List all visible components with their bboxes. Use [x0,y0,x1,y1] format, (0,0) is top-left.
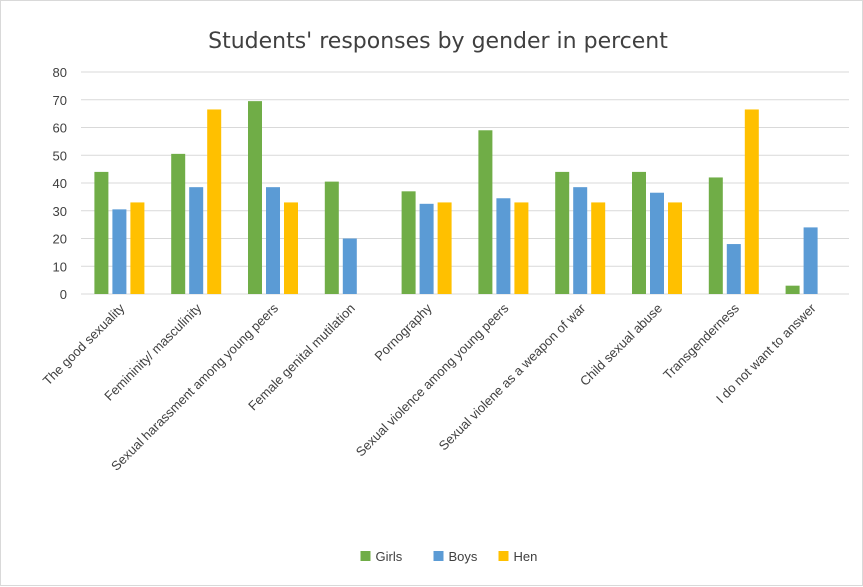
y-axis-ticks: 0 10 20 30 40 50 60 70 80 [53,65,67,302]
legend-label-boys: Boys [449,549,478,564]
bar-hen [668,202,682,294]
x-category-label: Sexual violence among young peers [353,300,512,459]
bar-hen [284,202,298,294]
x-category-label: Transgenderness [660,300,742,382]
bar-boys [650,192,664,294]
bar-boys [496,198,511,294]
legend-swatch-hen [498,551,509,561]
x-category-label: Child sexual abuse [577,301,665,389]
bars [94,101,818,295]
bar-boys [266,187,280,294]
legend-label-girls: Girls [376,549,403,564]
bar-girls [555,171,570,294]
y-tick-label: 0 [60,287,67,302]
legend: Girls Boys Hen [360,549,538,564]
bar-girls [708,177,723,294]
y-tick-label: 80 [53,65,67,80]
bar-girls [401,191,416,294]
chart-title: Students' responses by gender in percent [208,29,668,54]
bar-girls [478,130,493,294]
bar-girls [324,181,339,294]
legend-swatch-girls [360,551,371,561]
y-tick-label: 70 [53,93,67,108]
legend-label-hen: Hen [514,549,538,564]
bar-girls [171,153,186,294]
bar-boys [726,244,741,294]
bar-girls [632,171,646,294]
bar-boys [189,187,204,294]
y-tick-label: 20 [53,232,67,247]
bar-boys [803,227,818,294]
bar-boys [342,238,357,294]
y-tick-label: 30 [53,204,67,219]
bar-hen [437,202,452,294]
y-tick-label: 10 [53,259,67,274]
bar-hen [744,109,759,295]
bar-boys [573,187,588,294]
bar-hen [130,202,145,294]
x-category-label: Sexual violene as a weapon of war [436,300,589,453]
bar-girls [248,101,262,294]
x-category-label: Pornography [371,300,435,364]
bar-girls [94,171,109,294]
x-category-label: The good sexuality [40,300,128,388]
bar-hen [207,109,222,295]
y-tick-label: 40 [53,176,67,191]
bar-boys [419,203,434,294]
bar-hen [514,202,529,294]
legend-swatch-boys [433,551,444,561]
y-tick-label: 50 [53,148,67,163]
bar-hen [591,202,606,294]
x-category-label: Sexual harassment among young peers [108,300,281,473]
y-tick-label: 60 [53,121,67,136]
bar-girls [785,285,800,294]
bar-boys [112,209,127,294]
